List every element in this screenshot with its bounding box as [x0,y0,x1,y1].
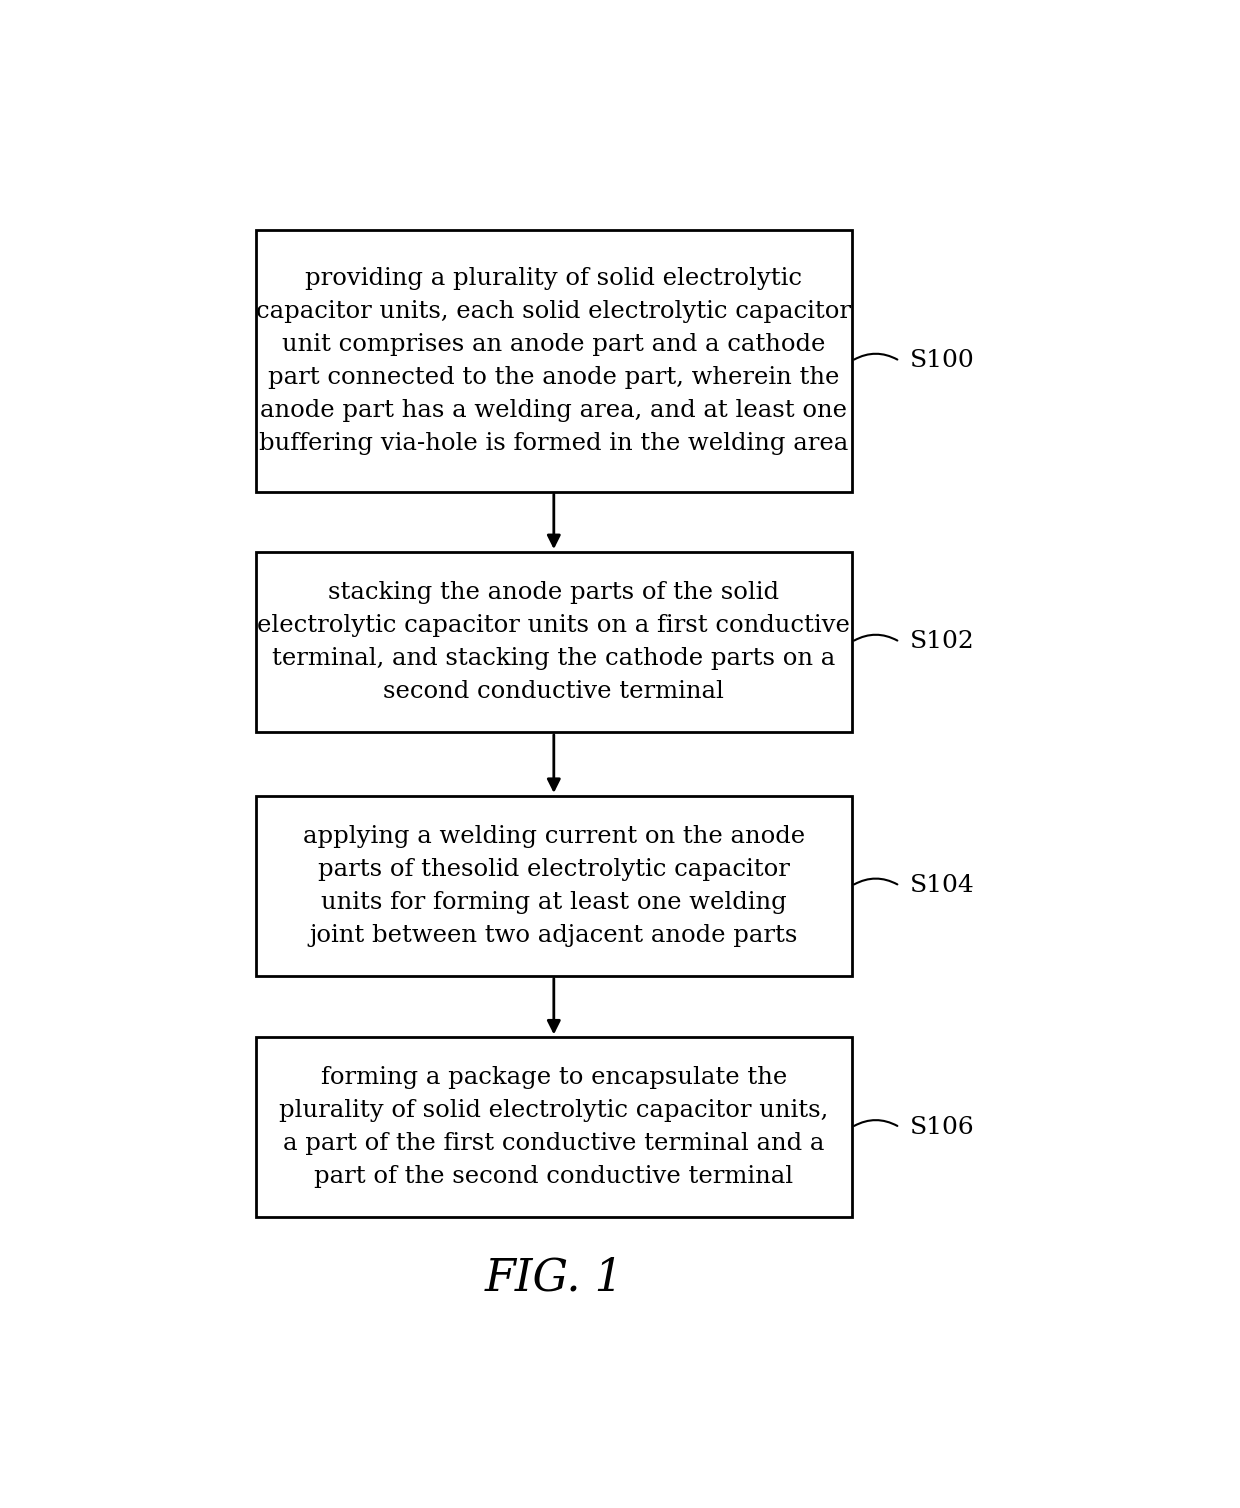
Text: stacking the anode parts of the solid
electrolytic capacitor units on a first co: stacking the anode parts of the solid el… [258,581,851,703]
Bar [255,552,852,731]
Text: S106: S106 [909,1116,975,1139]
Bar [255,231,852,492]
Text: S100: S100 [909,350,975,372]
Text: S104: S104 [909,875,975,897]
Text: providing a plurality of solid electrolytic
capacitor units, each solid electrol: providing a plurality of solid electroly… [257,267,852,455]
Text: forming a package to encapsulate the
plurality of solid electrolytic capacitor u: forming a package to encapsulate the plu… [279,1066,828,1188]
Text: applying a welding current on the anode
parts of thesolid electrolytic capacitor: applying a welding current on the anode … [303,825,805,947]
Bar [255,1038,852,1217]
Text: FIG. 1: FIG. 1 [485,1256,624,1300]
Text: S102: S102 [909,630,975,653]
Bar [255,796,852,976]
